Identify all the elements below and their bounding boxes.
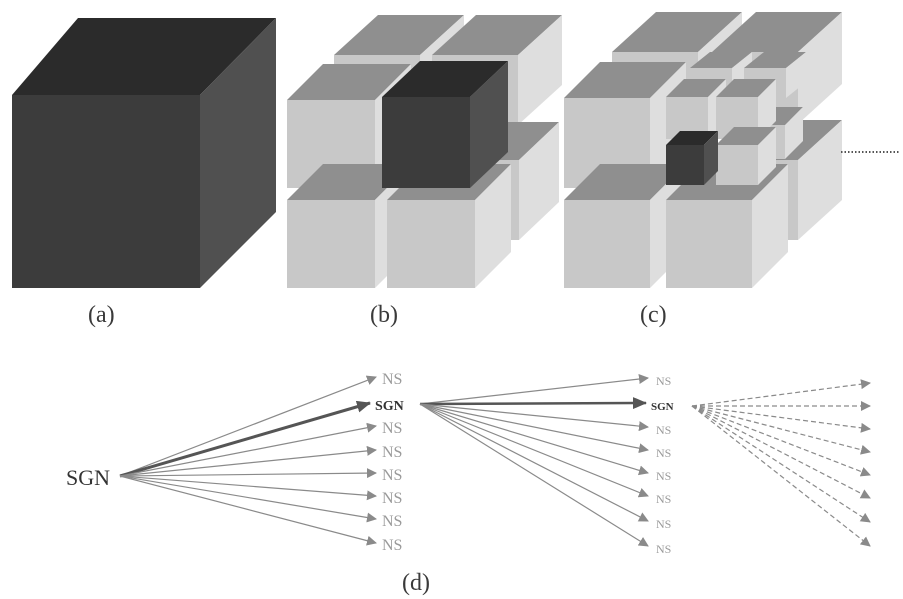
b-back-top-right-side [518, 15, 562, 125]
c-sub-front-3-side [758, 127, 776, 185]
tree-l2-ns-label: NS [656, 492, 671, 506]
tree-arrow-l1 [119, 475, 377, 546]
b-front-bottom-right-front [387, 200, 475, 288]
tree-arrow-l3 [691, 405, 871, 455]
tree-arrow-l1 [119, 375, 377, 477]
tree-arrow-l2 [419, 374, 649, 405]
tree-l1-ns-label: NS [382, 420, 402, 437]
c-sub-front-3-top [716, 127, 776, 145]
b-front-bottom-left-top [287, 164, 411, 200]
tree-arrow-l1 [119, 422, 377, 477]
b-front-bottom-right-side [475, 164, 511, 288]
c-front-bottom-left-top [564, 164, 686, 200]
c-sub-front-2-top [716, 79, 776, 97]
b-back-top-right-top [432, 15, 562, 55]
c-sub-back-1-top [690, 52, 752, 68]
tree-arrow-l3 [691, 405, 871, 547]
tree-l1-ns-label: NS [382, 444, 402, 461]
b-back-top-left-top [334, 15, 464, 55]
tree-arrow-l1 [119, 468, 377, 479]
c-front-bottom-right-side [752, 164, 788, 288]
c-front-top-left-top [564, 62, 686, 98]
c-sub-front-1-top [666, 79, 726, 97]
tree-l1-ns-label: NS [382, 371, 402, 388]
b-front-bottom-left [287, 164, 411, 288]
c-back-top-left-top [612, 12, 742, 52]
c-sub-front-dark-front [666, 145, 704, 185]
c-front-bottom-left-front [564, 200, 650, 288]
tree-arrow-l3 [691, 405, 871, 433]
tree-arrow-l1 [119, 445, 377, 477]
b-front-top-right-dark [382, 61, 508, 188]
tree-arrow-l2 [419, 403, 649, 432]
b-front-bottom-left-front [287, 200, 375, 288]
b-front-top-left-top [287, 64, 411, 100]
tree-l1-ns-label: NS [382, 513, 402, 530]
tree-l2-ns-label: NS [656, 374, 671, 388]
c-sub-front-dark-top [666, 131, 718, 145]
label-c: (c) [640, 302, 667, 328]
tree-arrow-l3 [691, 405, 871, 523]
cube-a-front [12, 95, 200, 288]
label-a: (a) [88, 302, 115, 328]
tree-arrow-l2 [419, 403, 649, 476]
c-front-bottom-left [564, 164, 686, 288]
b-front-top-right-dark-front [382, 97, 470, 188]
tree-arrow-l2-selected [419, 397, 647, 410]
tree-l1-ns-label: NS [382, 537, 402, 554]
tree-arrow-l2 [419, 403, 649, 454]
tree-arrow-l2 [419, 403, 649, 498]
cube-a-side [200, 18, 276, 288]
tree-arrow-l1 [119, 475, 377, 501]
c-back-bottom-right-side [798, 120, 842, 240]
b-front-top-right-dark-top [382, 61, 508, 97]
tree-l1-ns-label: NS [382, 467, 402, 484]
c-back-top-right-top [712, 12, 842, 52]
tree-l2-sgn-label: SGN [651, 401, 674, 413]
tree-arrow-l2 [419, 403, 649, 522]
panel-b-cubes [287, 15, 562, 288]
tree-l1-ns-label: NS [382, 490, 402, 507]
c-back-top-right-side [798, 12, 842, 124]
tree-root-label: SGN [66, 465, 110, 490]
c-sub-back-3-side [785, 107, 803, 159]
tree-l2-ns-label: NS [656, 542, 671, 556]
label-b: (b) [370, 302, 398, 328]
cube-a-top [12, 18, 276, 95]
c-sub-front-2-side [758, 79, 776, 139]
tree-arrow-l1 [119, 475, 377, 523]
tree-l2-ns-label: NS [656, 423, 671, 437]
panel-c-cubes [564, 12, 842, 288]
tree-l2-ns-label: NS [656, 469, 671, 483]
c-sub-back-2-side [786, 52, 806, 98]
tree-arrow-l3 [691, 405, 871, 499]
c-sub-front-3-front [716, 145, 758, 185]
tree-arrow-l2 [419, 403, 649, 547]
c-sub-back-2-top [744, 52, 806, 68]
b-front-top-right-dark-side [470, 61, 508, 188]
tree-l2-ns-label: NS [656, 517, 671, 531]
panel-d-tree: SGN NS SGN NS NS NS NS NS NS NS SGN NS NS NS NS NS NS [66, 371, 871, 556]
b-back-bottom-right-side [519, 122, 559, 240]
tree-l1-sgn-label: SGN [375, 399, 404, 414]
c-sub-front-dark [666, 131, 718, 185]
tree-arrow-l3 [691, 379, 871, 407]
label-d: (d) [402, 570, 430, 596]
panel-a-cube [12, 18, 276, 288]
tree-arrow-l1-selected [119, 400, 371, 478]
tree-l2-ns-label: NS [656, 446, 671, 460]
c-front-bottom-right-front [666, 200, 752, 288]
c-sub-front-dark-side [704, 131, 718, 185]
c-sub-front-3 [716, 127, 776, 185]
